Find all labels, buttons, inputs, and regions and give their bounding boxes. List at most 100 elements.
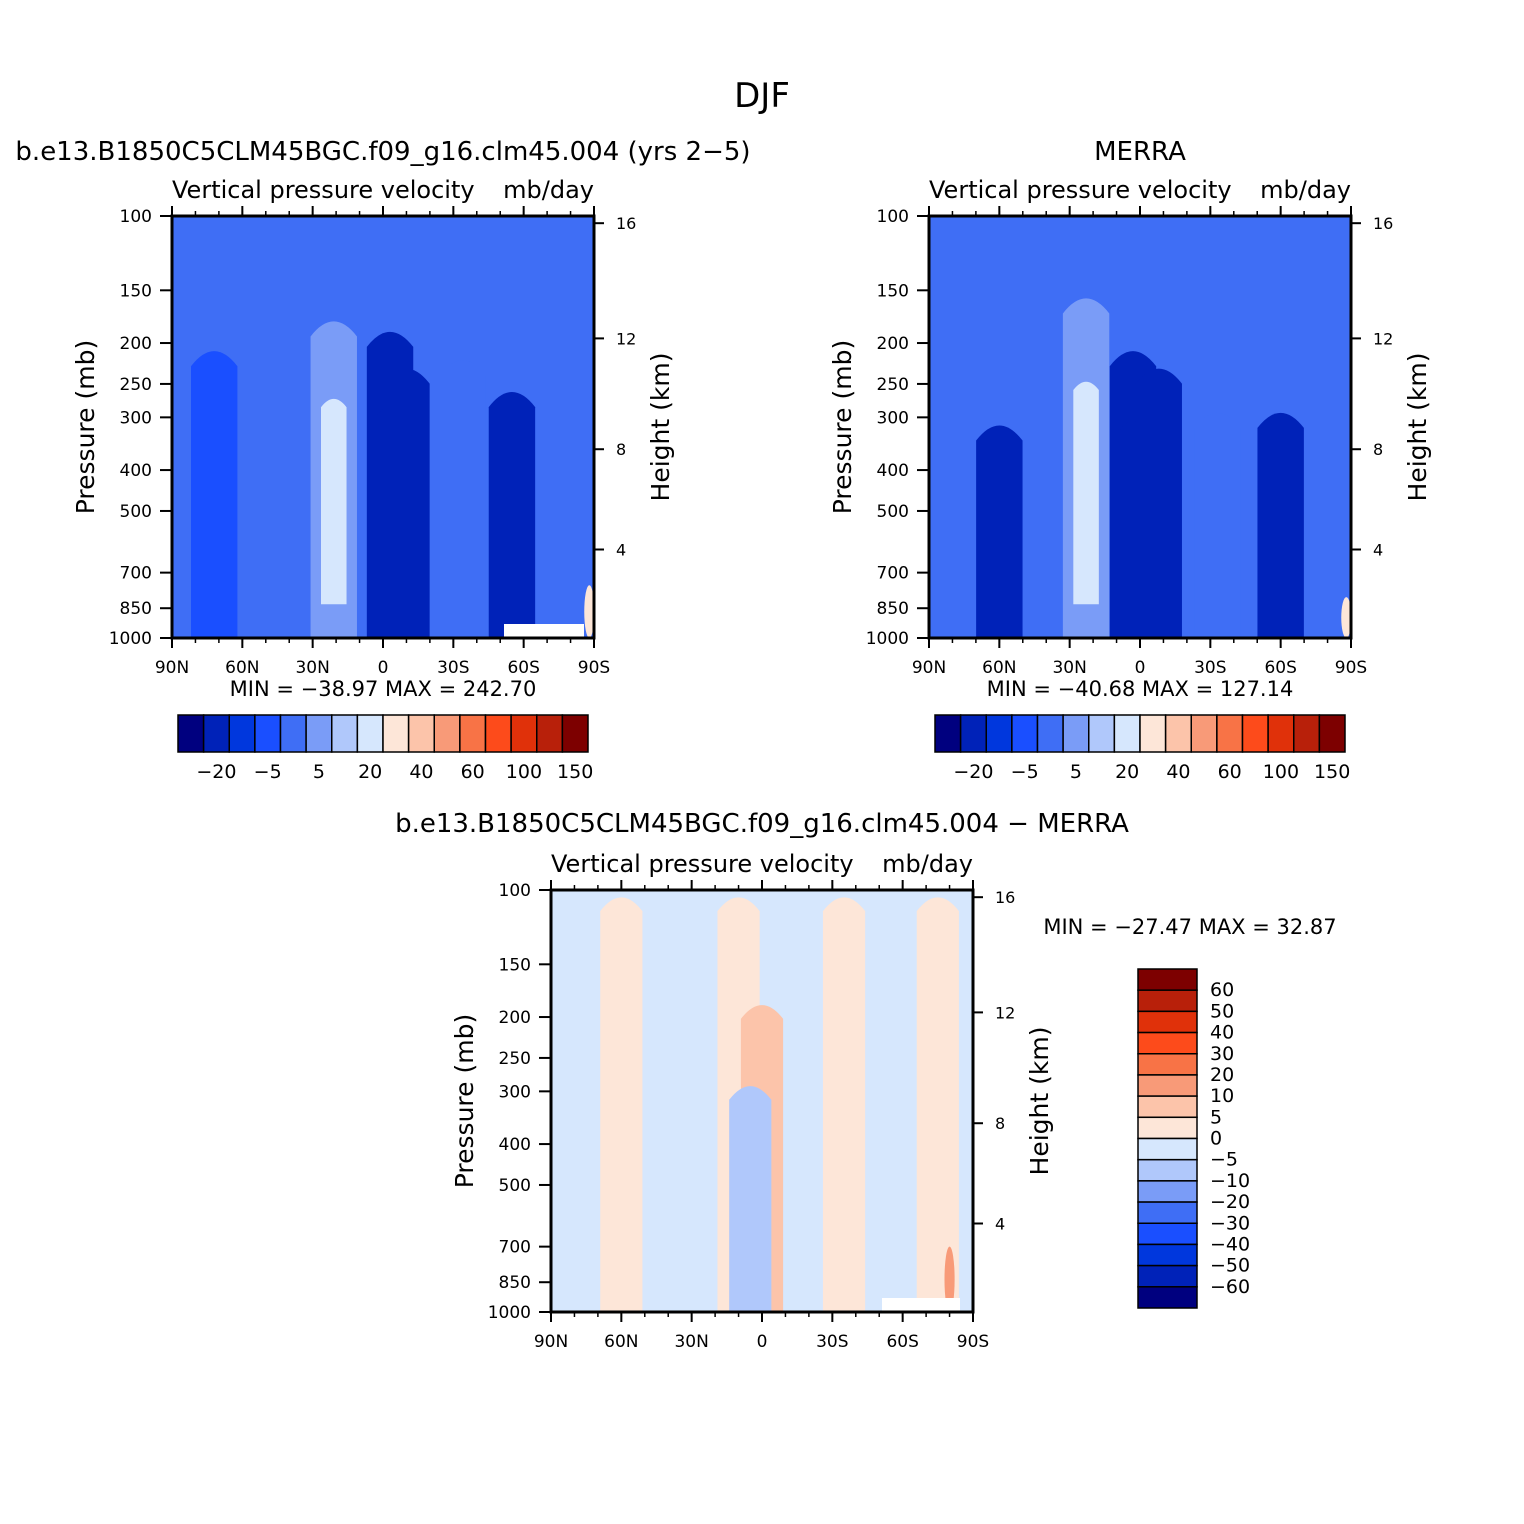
panel-subtitle-left: Vertical pressure velocity [551, 850, 854, 878]
y-tick-label: 150 [120, 281, 152, 301]
field-column-2 [822, 897, 866, 1312]
x-tick-label: 30N [674, 1332, 708, 1352]
field-column-core-0 [321, 398, 347, 605]
min-max-label: MIN = −38.97 MAX = 242.70 [230, 677, 537, 701]
min-max-label: MIN = −27.47 MAX = 32.87 [1043, 915, 1336, 939]
colorbar-label: −10 [1210, 1170, 1250, 1192]
plot-area [929, 216, 1351, 638]
colorbar-swatch [1216, 714, 1244, 753]
y-tick-label: 700 [499, 1238, 531, 1258]
colorbar-label: −40 [1210, 1233, 1250, 1255]
x-tick-label: 0 [757, 1332, 768, 1352]
chart-panel-1: b.e13.B1850C5CLM45BGC.f09_g16.clm45.004 … [15, 137, 750, 783]
colorbar: −20 −5 5 20 40 60 100 150 [934, 714, 1350, 783]
x-tick-label: 0 [1135, 658, 1146, 678]
colorbar-label: 60 [1210, 979, 1234, 1001]
chart-panel-2: MERRA Vertical pressure velocity mb/day 100… [828, 137, 1432, 783]
colorbar-swatch [356, 714, 384, 753]
field-column-3 [916, 897, 959, 1312]
colorbar-label: 100 [506, 761, 542, 783]
colorbar-swatch [561, 714, 589, 753]
x-tick-label: 0 [378, 658, 389, 678]
colorbar-swatch [1137, 1010, 1198, 1034]
colorbar-swatch [202, 714, 230, 753]
y-tick-label: 300 [120, 408, 152, 428]
colorbar-swatch [1164, 714, 1192, 753]
x-tick-label: 30S [437, 658, 469, 678]
y-right-axis-label: Height (km) [1025, 1027, 1054, 1176]
plot-area [172, 216, 594, 638]
y-right-tick-label: 8 [616, 440, 626, 459]
y-tick-label: 200 [877, 334, 909, 354]
colorbar-label: 5 [1210, 1106, 1222, 1128]
y-tick-label: 400 [499, 1135, 531, 1155]
colorbar-label: 10 [1210, 1085, 1234, 1107]
colorbar-swatch [1137, 1286, 1198, 1309]
x-tick-label: 30N [1052, 658, 1086, 678]
y-right-tick-label: 12 [616, 329, 636, 348]
colorbar-label: −5 [1210, 1149, 1238, 1171]
panel-title: b.e13.B1850C5CLM45BGC.f09_g16.clm45.004 … [15, 137, 750, 167]
y-tick-label: 1000 [109, 629, 152, 649]
y-tick-label: 500 [877, 502, 909, 522]
x-tick-label: 90S [1335, 658, 1367, 678]
field-column-4 [190, 351, 238, 638]
colorbar-swatch [1137, 1053, 1198, 1076]
y-tick-label: 100 [120, 207, 152, 227]
field-column-core-2 [1145, 434, 1172, 605]
y-tick-label: 200 [499, 1008, 531, 1028]
y-right-tick-label: 4 [616, 541, 626, 560]
y-tick-label: 400 [120, 461, 152, 481]
colorbar-label: 150 [557, 761, 593, 783]
colorbar-label: −20 [1210, 1191, 1250, 1213]
y-tick-label: 500 [499, 1176, 531, 1196]
colorbar-label: 40 [1166, 761, 1190, 783]
colorbar-swatch [1318, 714, 1346, 753]
field-spot-6 [584, 585, 594, 638]
y-tick-label: 200 [120, 334, 152, 354]
panel-subtitle-right: mb/day [503, 176, 594, 204]
colorbar: −20 −5 5 20 40 60 100 150 [177, 714, 593, 783]
x-tick-label: 90N [912, 658, 946, 678]
colorbar-label: 20 [1210, 1064, 1234, 1086]
y-right-tick-label: 12 [995, 1003, 1015, 1022]
y-axis-label: Pressure (mb) [450, 1014, 479, 1188]
colorbar-swatch [1267, 714, 1295, 753]
y-tick-label: 150 [877, 281, 909, 301]
colorbar-label: 0 [1210, 1128, 1222, 1150]
colorbar-swatch [1137, 1243, 1198, 1267]
colorbar-swatch [305, 714, 333, 753]
y-tick-label: 300 [877, 408, 909, 428]
colorbar-swatch [1139, 714, 1167, 753]
field-column-3 [439, 360, 486, 638]
colorbar-swatch [1113, 714, 1141, 753]
figure-title: DJF [734, 76, 790, 116]
y-tick-label: 850 [499, 1273, 531, 1293]
x-tick-label: 30S [1194, 658, 1226, 678]
panel-subtitle-right: mb/day [882, 850, 973, 878]
field-column-core-2 [393, 434, 420, 605]
field-column-5 [1257, 412, 1304, 638]
colorbar-label: 20 [358, 761, 382, 783]
colorbar-swatch [1137, 989, 1198, 1013]
colorbar-label: −5 [1011, 761, 1039, 783]
field-column-5 [488, 392, 536, 638]
y-axis-label: Pressure (mb) [828, 340, 857, 514]
colorbar-swatch [1062, 714, 1090, 753]
y-tick-label: 100 [877, 207, 909, 227]
x-tick-label: 60N [225, 658, 259, 678]
colorbar-label: 100 [1263, 761, 1299, 783]
x-tick-label: 90S [578, 658, 610, 678]
colorbar-label: 50 [1210, 1000, 1234, 1022]
x-tick-label: 60S [507, 658, 539, 678]
colorbar-swatch [1137, 1074, 1198, 1097]
y-tick-label: 400 [877, 461, 909, 481]
colorbar-swatch [1137, 1264, 1198, 1288]
x-tick-label: 60S [886, 1332, 918, 1352]
y-tick-label: 100 [499, 881, 531, 901]
colorbar-label: −30 [1210, 1212, 1250, 1234]
colorbar-label: 5 [313, 761, 325, 783]
missing-data-patch [882, 1298, 960, 1312]
